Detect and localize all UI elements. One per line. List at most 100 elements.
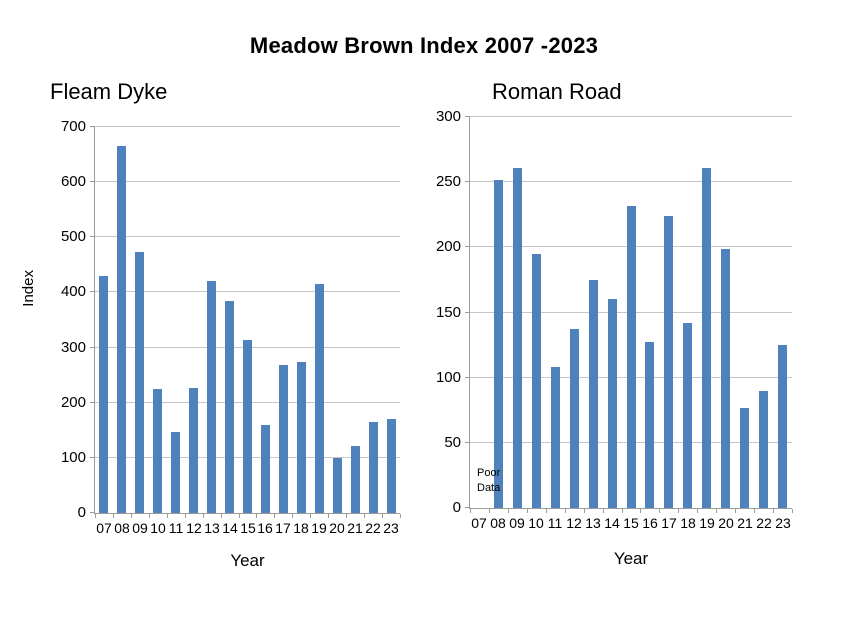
y-tick xyxy=(465,181,470,182)
x-axis-tick-label: 22 xyxy=(756,515,772,531)
x-tick xyxy=(489,509,490,513)
x-tick xyxy=(470,509,471,513)
y-axis-tick-label: 0 xyxy=(77,504,86,521)
x-axis-tick-label: 23 xyxy=(383,520,399,536)
bar-22 xyxy=(759,391,768,508)
x-axis-tick-label: 13 xyxy=(204,520,220,536)
bar-18 xyxy=(297,362,306,513)
x-tick xyxy=(527,509,528,513)
x-tick xyxy=(185,514,186,518)
bar-12 xyxy=(570,329,579,508)
x-tick xyxy=(603,509,604,513)
x-axis-tick-label: 22 xyxy=(365,520,381,536)
x-axis-tick-label: 11 xyxy=(168,520,184,536)
x-axis-tick-label: 10 xyxy=(150,520,166,536)
y-axis-tick-label: 150 xyxy=(435,304,461,321)
y-axis-tick-label: 0 xyxy=(452,499,461,516)
x-tick xyxy=(131,514,132,518)
y-tick xyxy=(90,347,95,348)
x-tick xyxy=(622,509,623,513)
bar-11 xyxy=(551,367,560,508)
x-axis-title-year-right: Year xyxy=(613,549,649,568)
x-axis-title-year-left: Year xyxy=(230,551,265,570)
y-axis-tick-label: 600 xyxy=(60,173,86,190)
x-axis-tick-label: 13 xyxy=(585,515,601,531)
x-axis-tick-label: 21 xyxy=(737,515,753,531)
y-tick xyxy=(465,246,470,247)
x-tick xyxy=(792,509,793,513)
x-tick xyxy=(328,514,329,518)
y-axis-tick-label: 200 xyxy=(435,238,461,255)
y-axis-tick-label: 400 xyxy=(60,283,86,300)
bar-17 xyxy=(279,365,288,513)
bar-15 xyxy=(243,340,252,513)
x-axis-tick-label: 14 xyxy=(604,515,620,531)
x-axis-tick-label: 19 xyxy=(311,520,327,536)
y-axis-tick-label: 500 xyxy=(60,228,86,245)
y-axis-line xyxy=(94,127,95,514)
x-tick xyxy=(773,509,774,513)
gridline-600 xyxy=(95,181,400,182)
x-axis-tick-label: 08 xyxy=(114,520,130,536)
x-axis-tick-label: 17 xyxy=(275,520,291,536)
bar-23 xyxy=(778,345,787,508)
bar-20 xyxy=(721,249,730,508)
y-tick xyxy=(90,181,95,182)
x-axis-line xyxy=(95,513,400,514)
bar-17 xyxy=(664,216,673,508)
x-axis-tick-label: 07 xyxy=(96,520,112,536)
x-tick xyxy=(95,514,96,518)
x-axis-tick-label: 18 xyxy=(293,520,309,536)
x-tick xyxy=(697,509,698,513)
y-tick xyxy=(90,291,95,292)
x-axis-tick-label: 12 xyxy=(186,520,202,536)
gridline-250 xyxy=(470,181,792,182)
y-tick xyxy=(90,126,95,127)
x-tick xyxy=(546,509,547,513)
x-tick xyxy=(754,509,755,513)
y-tick xyxy=(90,457,95,458)
x-axis-tick-label: 08 xyxy=(490,515,506,531)
y-axis-tick-label: 200 xyxy=(60,394,86,411)
bar-08 xyxy=(117,146,126,513)
y-axis-tick-label: 300 xyxy=(60,339,86,356)
x-axis-tick-label: 18 xyxy=(680,515,696,531)
x-tick xyxy=(565,509,566,513)
x-tick xyxy=(678,509,679,513)
y-tick xyxy=(465,312,470,313)
x-tick xyxy=(508,509,509,513)
chart-title-roman-road: Roman Road xyxy=(492,79,622,104)
bar-15 xyxy=(627,206,636,508)
gridline-500 xyxy=(95,236,400,237)
x-axis-line xyxy=(470,508,792,509)
bar-10 xyxy=(532,254,541,508)
y-axis-tick-label: 700 xyxy=(60,118,86,135)
x-axis-tick-label: 23 xyxy=(775,515,791,531)
x-axis-tick-label: 16 xyxy=(257,520,273,536)
bar-12 xyxy=(189,388,198,513)
gridline-400 xyxy=(95,291,400,292)
x-tick xyxy=(659,509,660,513)
bar-14 xyxy=(225,301,234,513)
poor-data-annotation: Poor Data xyxy=(477,467,501,494)
x-tick xyxy=(239,514,240,518)
y-tick xyxy=(465,116,470,117)
x-axis-tick-label: 09 xyxy=(509,515,525,531)
page-title: Meadow Brown Index 2007 -2023 xyxy=(249,33,599,58)
x-axis-tick-label: 20 xyxy=(329,520,345,536)
bar-18 xyxy=(683,323,692,508)
bar-19 xyxy=(315,284,324,513)
y-tick xyxy=(90,402,95,403)
x-tick xyxy=(310,514,311,518)
x-tick xyxy=(167,514,168,518)
bar-13 xyxy=(589,280,598,508)
bar-20 xyxy=(333,458,342,513)
y-axis-tick-label: 50 xyxy=(444,434,461,451)
y-tick xyxy=(90,512,95,513)
x-axis-tick-label: 07 xyxy=(471,515,487,531)
y-axis-tick-label: 250 xyxy=(435,173,461,190)
x-tick xyxy=(346,514,347,518)
x-tick xyxy=(584,509,585,513)
